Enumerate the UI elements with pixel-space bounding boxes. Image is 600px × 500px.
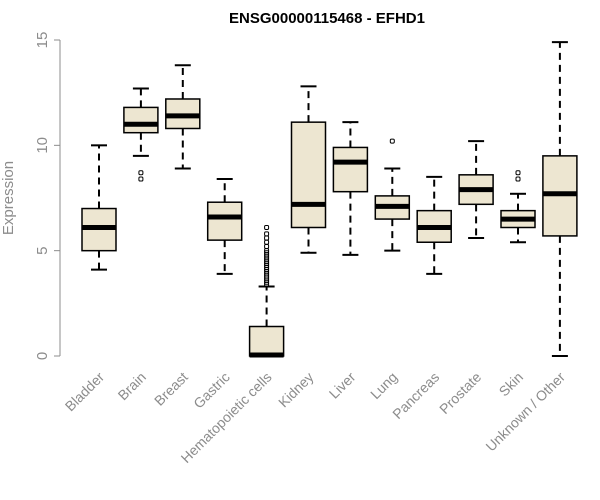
box-group bbox=[290, 85, 327, 254]
outlier-point bbox=[515, 170, 521, 176]
y-tick-label: 15 bbox=[34, 32, 51, 49]
box-group bbox=[500, 170, 536, 244]
x-tick-label: Unknown / Other bbox=[482, 369, 568, 455]
y-tick-label: 10 bbox=[34, 137, 51, 154]
outlier-point bbox=[264, 243, 270, 249]
outlier-point bbox=[515, 176, 521, 182]
outlier-point bbox=[264, 235, 270, 241]
box-group bbox=[206, 178, 243, 275]
outlier-point bbox=[264, 224, 270, 230]
outlier-point bbox=[138, 170, 144, 176]
x-tick-label: Bladder bbox=[62, 369, 108, 415]
box-group bbox=[123, 87, 159, 182]
box-group bbox=[81, 144, 117, 271]
x-tick-label: Pancreas bbox=[389, 369, 442, 422]
y-tick-label: 0 bbox=[34, 352, 51, 360]
box-iqr bbox=[248, 325, 285, 357]
x-tick-label: Skin bbox=[496, 369, 527, 400]
chart-title: ENSG00000115468 - EFHD1 bbox=[229, 10, 425, 27]
outlier-point bbox=[264, 239, 270, 245]
x-tick-label: Breast bbox=[151, 369, 191, 409]
x-tick-label: Brain bbox=[115, 369, 149, 403]
box-group bbox=[542, 41, 578, 357]
x-tick-label: Lung bbox=[367, 369, 400, 402]
box-iqr bbox=[332, 146, 369, 193]
x-tick-label: Prostate bbox=[436, 369, 484, 417]
box-group bbox=[374, 138, 411, 252]
box-group bbox=[416, 175, 452, 275]
box-iqr bbox=[123, 106, 159, 134]
box-iqr bbox=[206, 201, 243, 241]
box-group bbox=[165, 64, 201, 170]
outlier-point bbox=[138, 176, 144, 182]
box-iqr bbox=[290, 121, 327, 229]
outlier-point bbox=[389, 138, 395, 144]
y-tick-label: 5 bbox=[34, 246, 51, 254]
box-group bbox=[332, 121, 369, 256]
y-axis: 0 5 10 15 bbox=[34, 32, 61, 360]
y-axis-label: Expression bbox=[0, 161, 17, 235]
x-tick-label: Kidney bbox=[275, 369, 317, 411]
box-group bbox=[248, 224, 285, 358]
boxes bbox=[81, 41, 578, 358]
outlier-point bbox=[264, 231, 270, 237]
x-tick-label: Liver bbox=[326, 369, 359, 402]
box-group bbox=[458, 140, 494, 240]
